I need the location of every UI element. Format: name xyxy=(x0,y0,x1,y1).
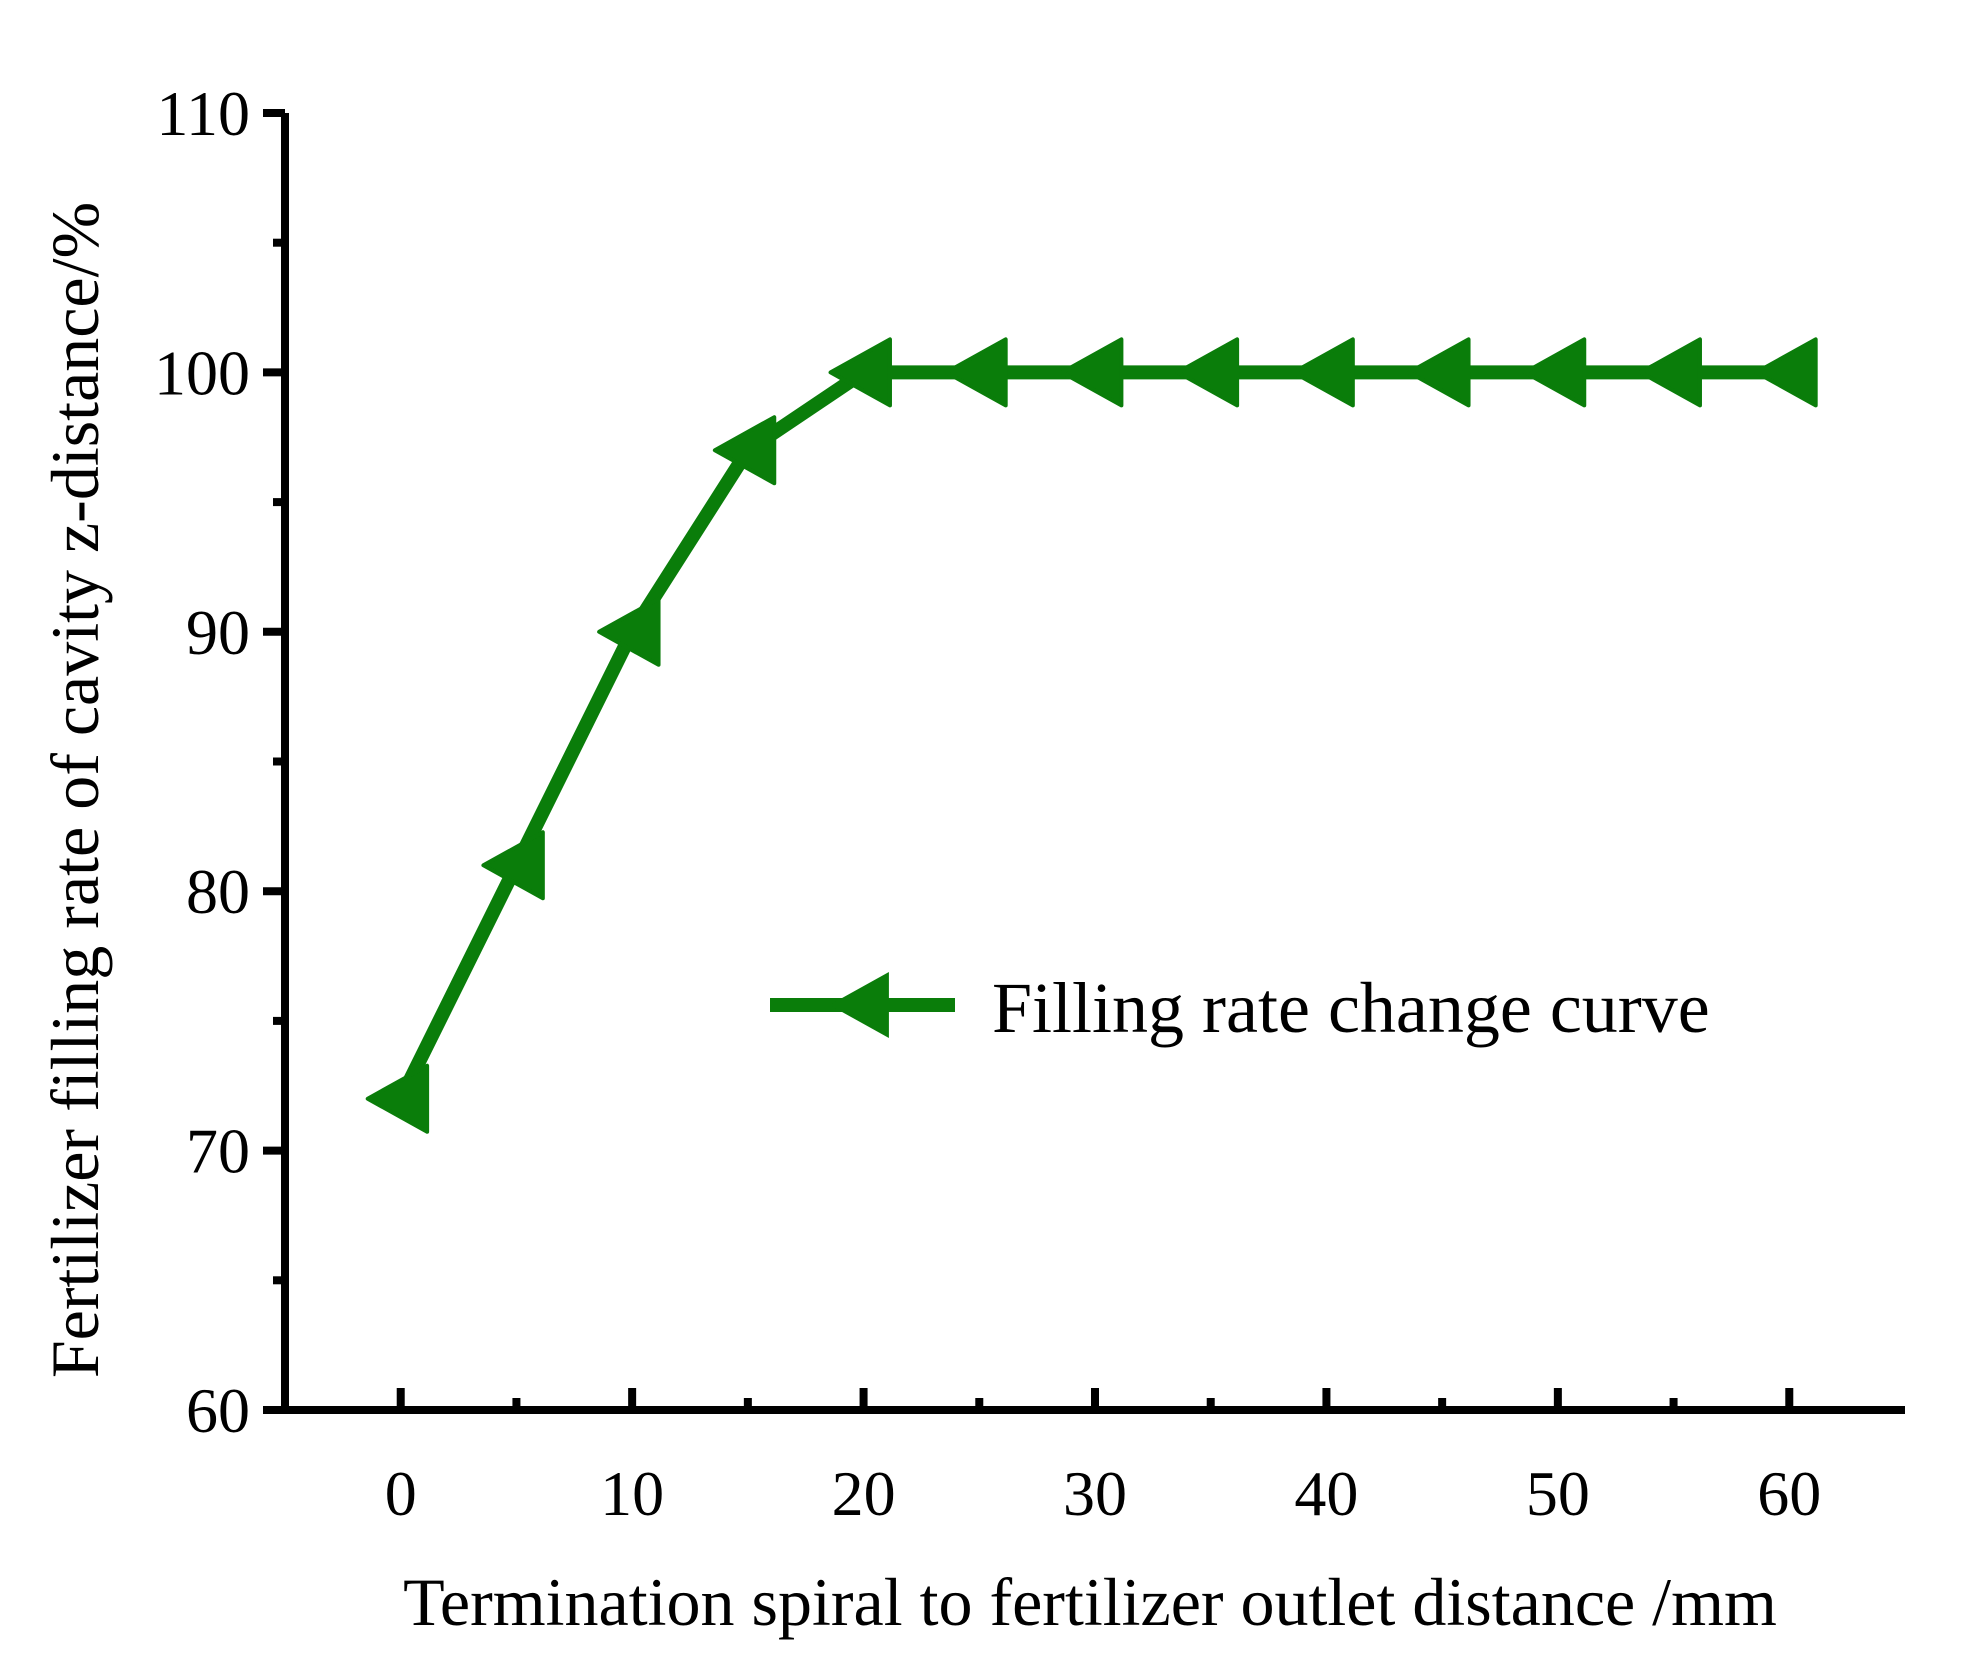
data-point xyxy=(597,596,661,667)
data-point xyxy=(1291,337,1355,408)
data-point xyxy=(481,830,545,901)
y-tick-label-100: 100 xyxy=(154,337,250,408)
x-tick-label-30: 30 xyxy=(1063,1458,1127,1529)
legend: Filling rate change curve xyxy=(770,968,1710,1048)
y-tick-label-60: 60 xyxy=(186,1375,250,1446)
data-point xyxy=(1754,337,1818,408)
x-tick-label-10: 10 xyxy=(600,1458,664,1529)
x-tick-label-40: 40 xyxy=(1294,1458,1358,1529)
legend-marker xyxy=(829,972,889,1038)
data-point xyxy=(1638,337,1702,408)
data-point xyxy=(828,337,892,408)
data-point xyxy=(712,415,777,486)
y-tick-label-110: 110 xyxy=(156,78,250,149)
data-point xyxy=(1522,337,1587,408)
y-axis-title: Fertilizer filling rate of cavity z-dist… xyxy=(37,202,113,1378)
axes: 60 70 80 90 100 110 0 10 20 30 40 50 60 xyxy=(154,78,1905,1529)
y-tick-label-70: 70 xyxy=(186,1116,250,1187)
x-tick-label-20: 20 xyxy=(832,1458,896,1529)
x-tick-label-60: 60 xyxy=(1757,1458,1821,1529)
data-point xyxy=(1060,337,1124,408)
data-point xyxy=(1175,337,1240,408)
legend-label: Filling rate change curve xyxy=(992,968,1710,1048)
data-point xyxy=(1407,337,1471,408)
series-layer xyxy=(365,337,1818,1134)
x-tick-label-0: 0 xyxy=(385,1458,417,1529)
y-tick-label-80: 80 xyxy=(186,856,250,927)
y-tick-label-90: 90 xyxy=(186,597,250,668)
x-tick-label-50: 50 xyxy=(1526,1458,1590,1529)
data-point xyxy=(944,337,1008,408)
data-point xyxy=(365,1063,430,1134)
x-axis-title: Termination spiral to fertilizer outlet … xyxy=(403,1564,1777,1640)
